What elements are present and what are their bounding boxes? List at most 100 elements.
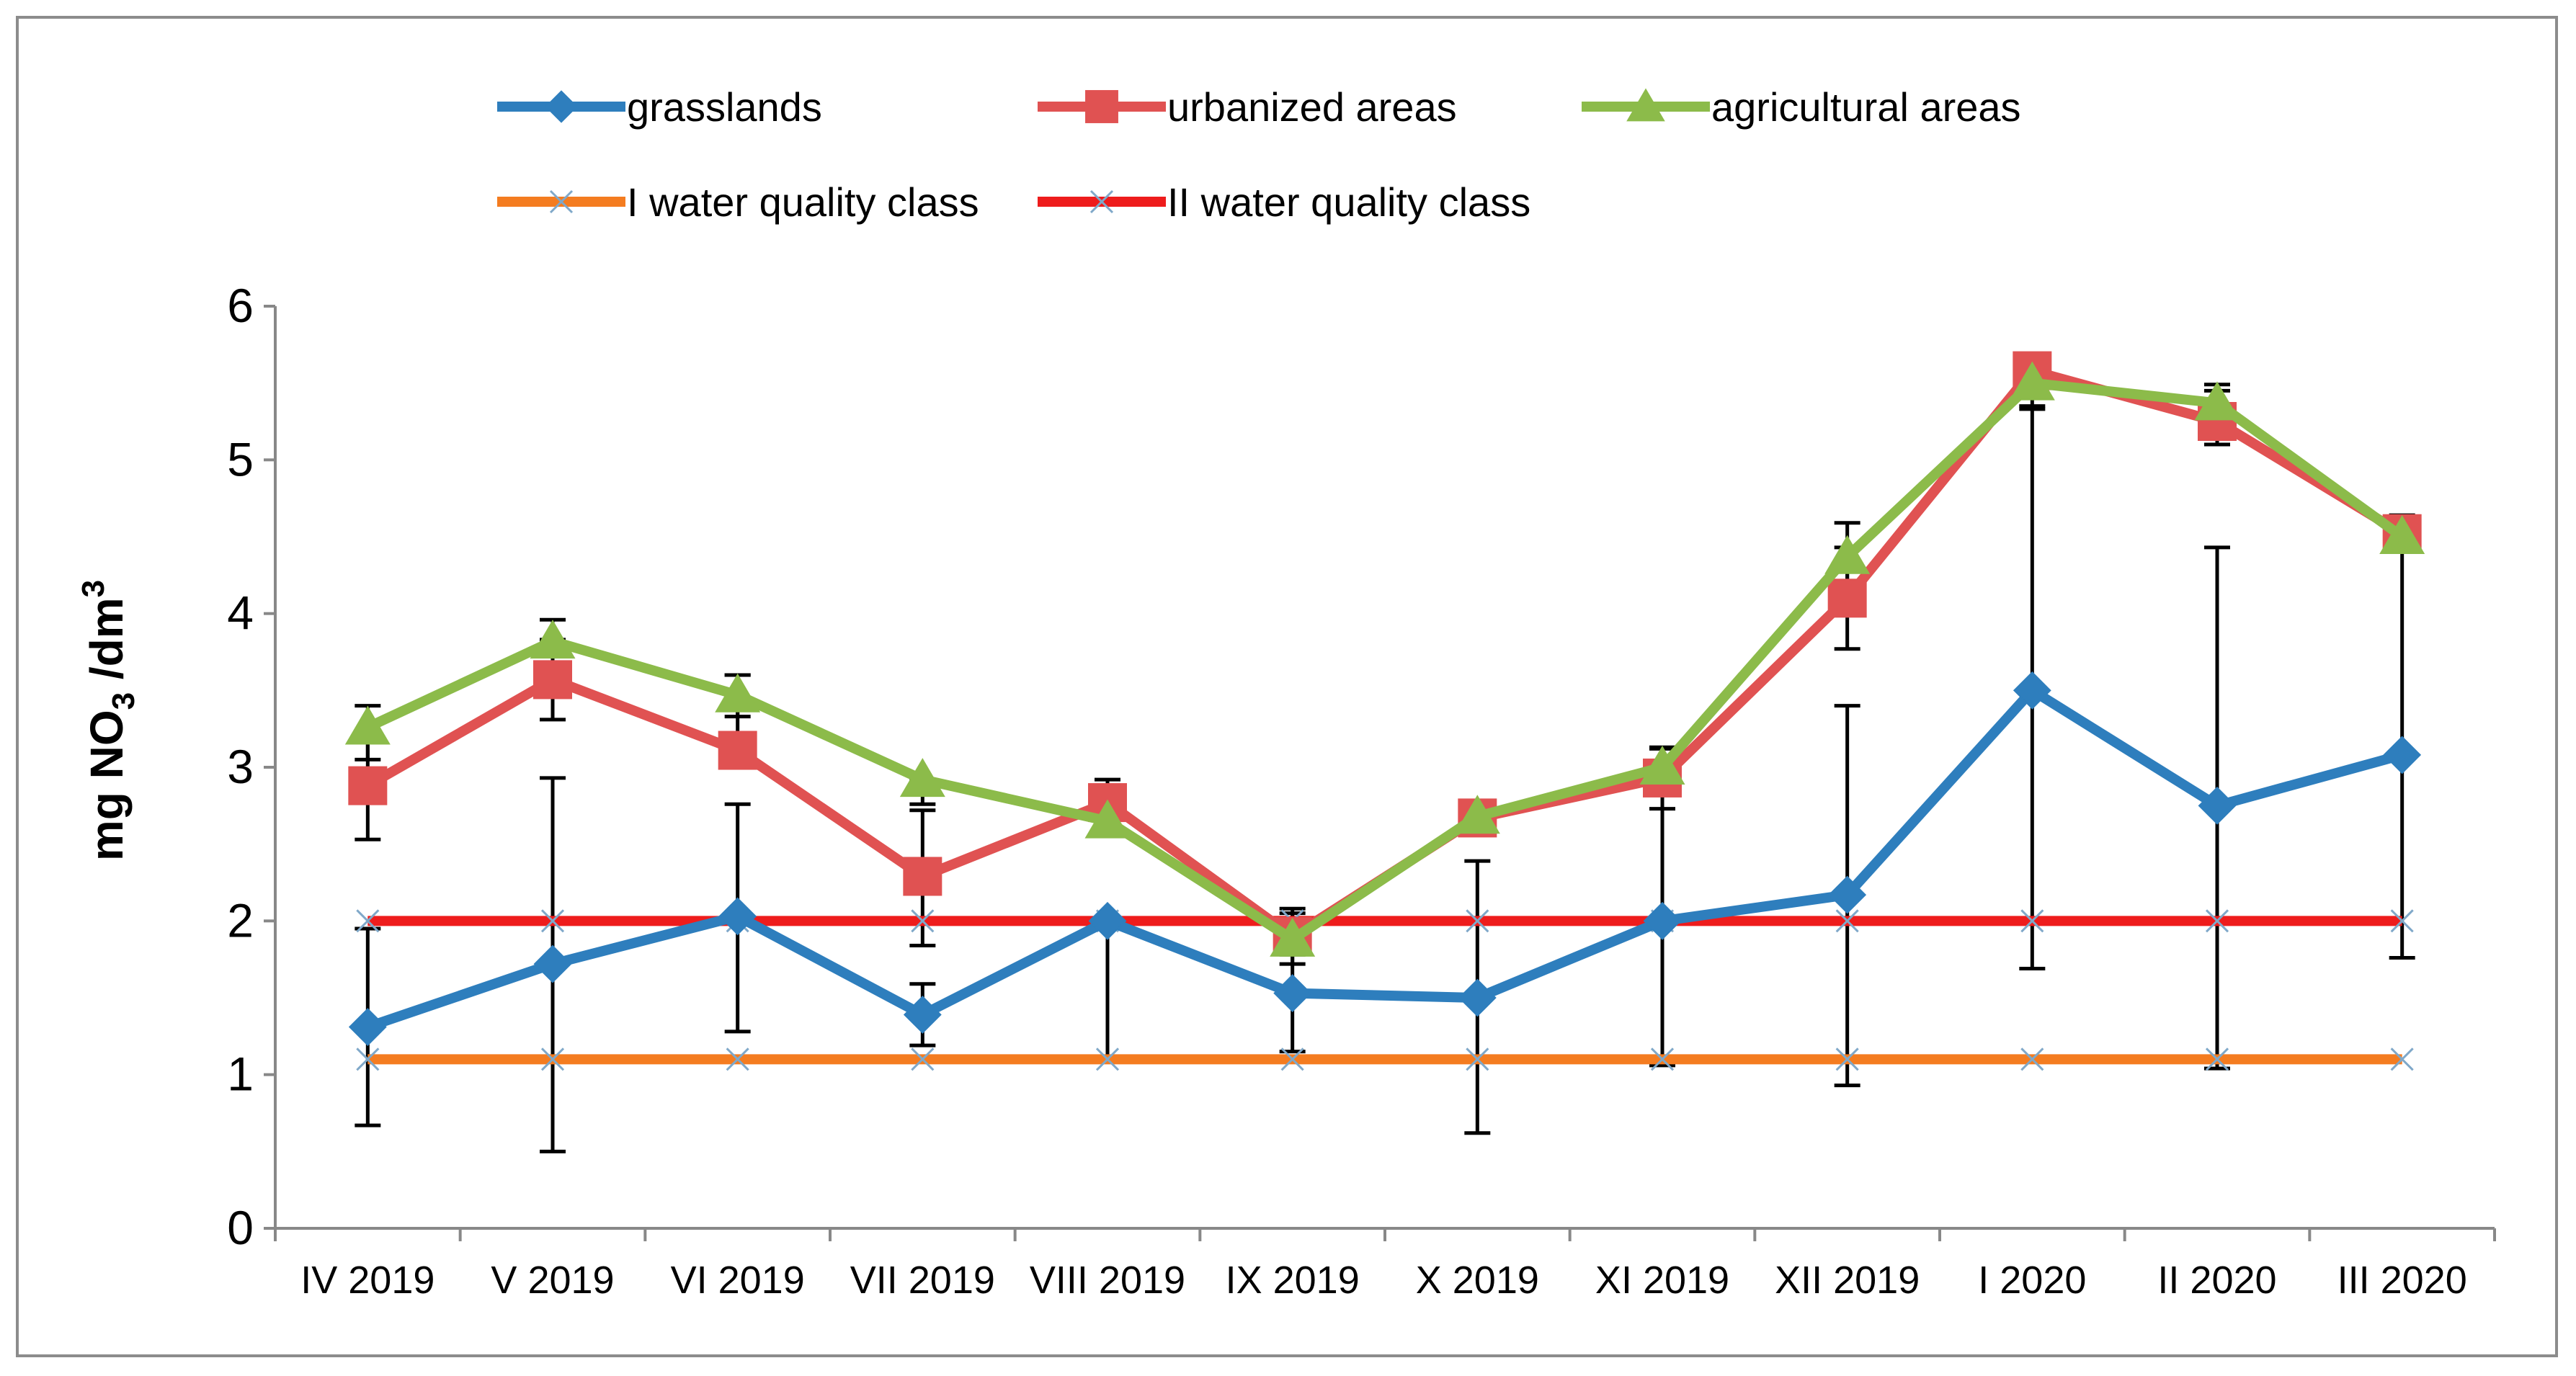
x-tick-label: VI 2019 [671,1259,805,1302]
legend-swatch-marker-stroke-b [1089,189,1114,214]
legend-item-agricultural-areas: agricultural areas [1582,84,2021,130]
y-axis-title-sub: 3 [106,692,141,710]
series-line-agricultural-areas [365,377,2405,944]
legend: grasslands urbanized areas agricultural ar… [497,84,2021,225]
data-point-i-water-quality-class [540,1047,565,1071]
y-axis: 0 1 2 3 4 5 6 [227,279,277,1254]
data-point-ii-water-quality-class [1466,909,1489,933]
y-tick-label: 5 [227,432,254,486]
data-point-i-water-quality-class [1650,1047,1675,1071]
data-point-agricultural-areas [1270,917,1316,957]
data-point-grasslands [2013,671,2051,710]
data-point-ii-water-quality-class-stroke-b [1835,909,1859,933]
data-point-ii-water-quality-class [1835,909,1859,933]
data-point-i-water-quality-class-stroke-b [1466,1047,1489,1071]
y-tick-label: 4 [227,586,254,640]
data-point-i-water-quality-class-stroke-b [1835,1047,1859,1071]
data-point-ii-water-quality-class-stroke-b [540,909,565,933]
x-tick-label: IV 2019 [300,1259,434,1302]
series-layer [344,351,2425,1153]
data-point-agricultural-areas [2194,381,2240,421]
legend-swatch-marker-stroke-b [549,189,574,214]
data-point-i-water-quality-class [726,1047,749,1071]
data-point-i-water-quality-class [356,1047,380,1071]
series-urbanized-areas [348,351,2422,956]
data-point-ii-water-quality-class-stroke-b [356,909,380,933]
series-ii-water-quality-class [356,909,2414,933]
series-line-grasslands [366,685,2404,1032]
data-point-agricultural-areas [1454,795,1500,834]
data-point-i-water-quality-class-stroke-b [1650,1047,1675,1071]
y-tick-label: 2 [227,893,254,947]
data-point-ii-water-quality-class [2020,909,2044,933]
data-point-grasslands [533,944,572,983]
legend-label: agricultural areas [1711,84,2021,130]
data-point-agricultural-areas [1084,799,1131,839]
data-point-agricultural-areas [1639,746,1685,785]
data-point-ii-water-quality-class-stroke-b [2390,909,2414,933]
x-tick-label: VII 2019 [850,1259,995,1302]
data-point-grasslands [2198,786,2237,825]
x-tick-label: I 2020 [1978,1259,2086,1302]
data-point-i-water-quality-class [1095,1047,1120,1071]
data-point-grasslands [1088,901,1127,940]
data-point-grasslands [2383,736,2422,774]
legend-item-ii-water-quality-class: II water quality class [1038,179,1530,225]
y-tick-label: 0 [227,1201,254,1254]
error-bars [355,365,2415,1153]
chart-frame [16,16,2558,1357]
series-line-urbanized-areas [365,365,2405,942]
y-axis-title-sup: 3 [76,580,111,597]
series-agricultural-areas [344,361,2425,957]
data-point-i-water-quality-class-stroke-b [356,1047,380,1071]
data-point-agricultural-areas [530,620,576,659]
data-point-urbanized-areas [903,857,942,896]
x-tick-label: XI 2019 [1595,1259,1729,1302]
data-point-i-water-quality-class [2205,1047,2229,1071]
legend-label: urbanized areas [1167,84,1457,130]
data-point-ii-water-quality-class [356,909,380,933]
data-point-i-water-quality-class-stroke-b [2390,1047,2414,1071]
data-point-ii-water-quality-class [540,909,565,933]
data-point-urbanized-areas [348,766,388,805]
legend-swatch-marker [1085,90,1118,123]
legend-item-grasslands: grasslands [497,84,822,130]
x-tick-label: II 2020 [2157,1259,2276,1302]
legend-item-urbanized-areas: urbanized areas [1038,84,1457,130]
data-point-i-water-quality-class-stroke-b [1280,1047,1304,1071]
data-point-agricultural-areas [344,705,391,745]
data-point-i-water-quality-class-stroke-b [1095,1047,1120,1071]
data-point-i-water-quality-class [911,1047,935,1071]
x-tick-label: V 2019 [491,1259,614,1302]
data-point-grasslands [1458,978,1497,1017]
data-point-ii-water-quality-class [2390,909,2414,933]
legend-item-i-water-quality-class: I water quality class [497,179,979,225]
data-point-i-water-quality-class [1466,1047,1489,1071]
data-point-grasslands [348,1008,387,1046]
data-point-agricultural-areas [2009,361,2055,401]
data-point-i-water-quality-class [2390,1047,2414,1071]
data-point-ii-water-quality-class [2205,909,2229,933]
data-point-i-water-quality-class [1280,1047,1304,1071]
data-point-grasslands [718,897,757,936]
data-point-i-water-quality-class-stroke-b [540,1047,565,1071]
y-axis-title-prefix: mg NO [81,710,133,861]
data-point-urbanized-areas [1827,578,1867,618]
data-point-i-water-quality-class-stroke-b [911,1047,935,1071]
data-point-i-water-quality-class [2020,1047,2044,1071]
data-point-ii-water-quality-class-stroke-b [911,909,935,933]
data-point-grasslands [1273,974,1312,1013]
data-point-ii-water-quality-class-stroke-b [1466,909,1489,933]
y-axis-title: mg NO3 /dm3 [76,580,141,861]
data-point-agricultural-areas [899,758,945,798]
legend-swatch-marker [545,90,578,123]
data-point-agricultural-areas [2379,515,2425,554]
data-point-i-water-quality-class-stroke-b [2020,1047,2044,1071]
y-tick-label: 6 [227,279,254,332]
x-tick-label: III 2020 [2337,1259,2467,1302]
data-point-agricultural-areas [1824,535,1871,574]
x-tick-label: IX 2019 [1226,1259,1360,1302]
series-i-water-quality-class [356,1047,2414,1071]
data-point-i-water-quality-class-stroke-b [726,1047,749,1071]
